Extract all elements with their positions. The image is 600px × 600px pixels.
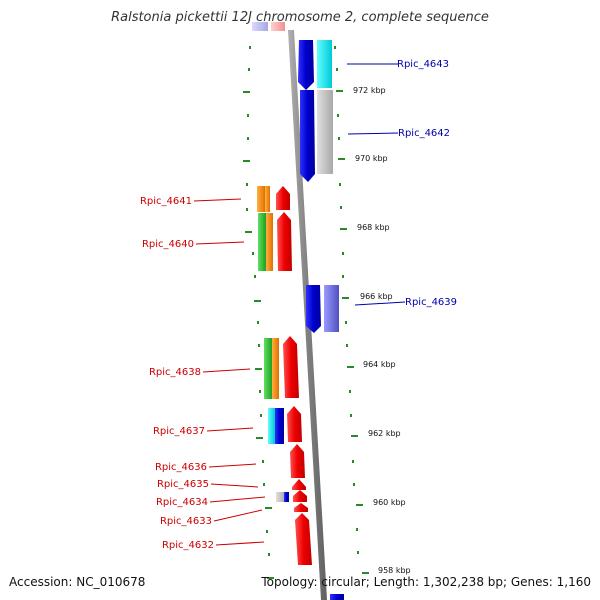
gene-label-rpic-4633[interactable]: Rpic_4633: [160, 516, 212, 527]
map-title: Ralstonia pickettii 12J chromosome 2, co…: [111, 10, 489, 25]
gene-block-rpic-4637-a: [268, 408, 275, 444]
gene-block-partial: [330, 594, 344, 600]
gene-arrow-rpic-4638: [283, 336, 299, 398]
gene-arrow-rpic-4640: [277, 212, 292, 271]
gene-block-rpic-4638-b: [272, 338, 279, 399]
gene-labels: Rpic_4643 Rpic_4642 Rpic_4641 Rpic_4640 …: [140, 59, 457, 551]
gene-label-rpic-4638[interactable]: Rpic_4638: [149, 367, 201, 378]
right-dotted-track: [334, 46, 369, 574]
tick-label-958: 958 kbp: [378, 566, 411, 575]
forward-genes: [298, 40, 344, 600]
gene-label-rpic-4632[interactable]: Rpic_4632: [162, 540, 214, 551]
gene-label-rpic-4637[interactable]: Rpic_4637: [153, 426, 205, 437]
gene-arrow-rpic-4633: [294, 503, 308, 512]
gene-label-rpic-4641[interactable]: Rpic_4641: [140, 196, 192, 207]
tick-label-968: 968 kbp: [357, 223, 390, 232]
reverse-genes: [257, 186, 312, 565]
tick-label-972: 972 kbp: [353, 86, 386, 95]
accession-text: Accession: NC_010678: [9, 575, 146, 589]
gene-block-rpic-4638-a: [264, 338, 272, 399]
gene-label-rpic-4640[interactable]: Rpic_4640: [142, 239, 194, 250]
gene-arrow-rpic-4637: [287, 406, 302, 442]
gene-block-rpic-4634-a: [276, 492, 285, 502]
gene-arrow-rpic-4641: [276, 186, 290, 210]
gene-label-rpic-4634[interactable]: Rpic_4634: [156, 497, 208, 508]
gene-arrow-rpic-4639: [306, 285, 321, 333]
gene-arrow-rpic-4642: [300, 90, 315, 182]
gene-block-rpic-4640-b: [266, 213, 273, 271]
tick-label-960: 960 kbp: [373, 498, 406, 507]
gene-arrow-rpic-4634: [293, 490, 307, 502]
gene-block-rpic-4639: [324, 285, 339, 332]
gene-block-rpic-4643: [317, 40, 332, 88]
gene-block-partial: [271, 22, 285, 31]
gene-block-rpic-4641-a: [257, 186, 265, 212]
gene-label-rpic-4643[interactable]: Rpic_4643: [397, 59, 449, 70]
gene-block-rpic-4640-a: [258, 213, 266, 271]
genome-summary-text: Topology: circular; Length: 1,302,238 bp…: [261, 575, 591, 589]
gene-leader-lines: [193, 63, 406, 546]
tick-label-962: 962 kbp: [368, 429, 401, 438]
left-dotted-track: [243, 46, 274, 579]
kbp-scale: 972 kbp 970 kbp 968 kbp 966 kbp 964 kbp …: [353, 86, 411, 575]
gene-label-rpic-4642[interactable]: Rpic_4642: [398, 128, 450, 139]
gene-arrow-rpic-4636: [290, 444, 305, 478]
gene-block-rpic-4642: [317, 90, 333, 174]
gene-arrow-rpic-4632: [295, 513, 312, 565]
tick-label-966: 966 kbp: [360, 292, 393, 301]
gene-arrow-rpic-4643: [298, 40, 314, 90]
gene-label-rpic-4635[interactable]: Rpic_4635: [157, 479, 209, 490]
tick-label-964: 964 kbp: [363, 360, 396, 369]
tick-label-970: 970 kbp: [355, 154, 388, 163]
gene-block-rpic-4634-b: [284, 492, 289, 502]
gene-block-rpic-4637-b: [275, 408, 284, 444]
gene-label-rpic-4636[interactable]: Rpic_4636: [155, 462, 207, 473]
gene-arrow-rpic-4635: [292, 479, 306, 490]
gene-block-rpic-4641-b: [265, 186, 270, 212]
gene-label-rpic-4639[interactable]: Rpic_4639: [405, 297, 457, 308]
gene-block-partial: [252, 22, 268, 31]
